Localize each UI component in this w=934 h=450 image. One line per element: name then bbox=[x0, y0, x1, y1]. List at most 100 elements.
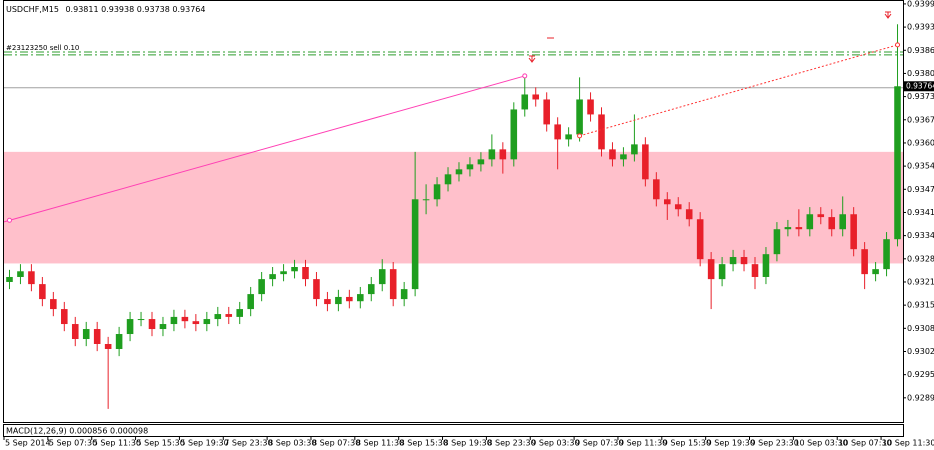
candle-body bbox=[17, 271, 24, 277]
candle-body bbox=[565, 134, 572, 140]
candle-body bbox=[784, 227, 792, 230]
candle-body bbox=[663, 199, 671, 205]
candle-body bbox=[707, 259, 715, 280]
trendline bbox=[3, 75, 525, 223]
trendline-handle bbox=[6, 217, 12, 223]
candle-body bbox=[598, 114, 605, 150]
candle-body bbox=[357, 294, 364, 302]
candle-body bbox=[137, 319, 145, 321]
candle-body bbox=[773, 229, 781, 255]
candle-body bbox=[324, 299, 331, 305]
plot-area bbox=[3, 24, 903, 409]
x-tick-label: 9 Sep 19:30 bbox=[707, 439, 755, 448]
candle-body bbox=[740, 257, 748, 265]
candle-body bbox=[609, 149, 616, 160]
candle-body bbox=[28, 271, 35, 285]
candle-body bbox=[39, 284, 46, 300]
x-tick-label: 8 Sep 15:30 bbox=[400, 439, 448, 448]
candle-body bbox=[729, 257, 737, 265]
x-tick-label: 5 Sep 11:30 bbox=[93, 439, 141, 448]
candle-body bbox=[532, 94, 540, 100]
candle-body bbox=[269, 274, 276, 280]
candle-body bbox=[872, 269, 879, 275]
y-tick-label: 0.93085 bbox=[907, 324, 934, 333]
x-tick-label: 8 Sep 07:30 bbox=[312, 439, 360, 448]
candle-body bbox=[335, 296, 342, 305]
main-frame bbox=[3, 0, 904, 423]
candle-body bbox=[367, 284, 375, 295]
candle-body bbox=[225, 314, 233, 317]
candle-body bbox=[861, 249, 868, 275]
candle-body bbox=[685, 209, 693, 220]
current-price-box bbox=[904, 81, 934, 92]
candle-body bbox=[313, 279, 320, 300]
x-tick-label: 8 Sep 19:30 bbox=[444, 439, 492, 448]
candle-body bbox=[93, 329, 101, 345]
y-tick-label: 0.93605 bbox=[907, 138, 934, 147]
high-value: 0.93938 bbox=[101, 5, 134, 14]
x-tick-label: 9 Sep 23:30 bbox=[751, 439, 799, 448]
candle-body bbox=[587, 99, 594, 115]
candle-body bbox=[696, 219, 704, 260]
x-tick-label: 5 Sep 07:30 bbox=[49, 439, 97, 448]
candle-body bbox=[839, 214, 846, 230]
order-label: #23123250 sell 0.10 bbox=[6, 44, 79, 52]
symbol: USDCHF,M15 bbox=[6, 5, 59, 14]
candle-body bbox=[894, 86, 901, 240]
x-tick-label: 9 Sep 03:30 bbox=[531, 439, 579, 448]
candle-body bbox=[291, 267, 298, 272]
x-tick-label: 8 Sep 03:30 bbox=[268, 439, 316, 448]
candle-body bbox=[620, 154, 627, 160]
sell-arrow bbox=[528, 55, 536, 63]
candle-body bbox=[444, 174, 452, 185]
candle-body bbox=[883, 239, 890, 270]
open-value: 0.93811 bbox=[65, 5, 98, 14]
x-tick-label: 5 Sep 19:30 bbox=[180, 439, 228, 448]
y-tick-label: 0.93865 bbox=[907, 46, 934, 55]
candle-body bbox=[159, 324, 167, 330]
candle-body bbox=[71, 324, 79, 340]
candle-body bbox=[378, 269, 386, 285]
candle-body bbox=[718, 264, 726, 280]
trendline bbox=[579, 44, 898, 137]
trendline-handle bbox=[577, 133, 583, 139]
x-tick-label: 5 Sep 2014 bbox=[5, 439, 51, 448]
candle-body bbox=[389, 269, 397, 300]
candle-body bbox=[214, 314, 222, 320]
candle-body bbox=[203, 319, 211, 325]
candle-body bbox=[61, 309, 68, 325]
x-tick-label: 10 Sep 11:30 bbox=[882, 439, 934, 448]
trendline-handle bbox=[895, 42, 901, 48]
y-tick-label: 0.93475 bbox=[907, 185, 934, 194]
y-tick-label: 0.93735 bbox=[907, 92, 934, 101]
zone bbox=[4, 151, 903, 264]
x-tick-label: 9 Sep 15:30 bbox=[663, 439, 711, 448]
candle-body bbox=[115, 334, 123, 349]
x-tick-label: 9 Sep 07:30 bbox=[575, 439, 623, 448]
x-tick-label: 10 Sep 03:30 bbox=[794, 439, 847, 448]
candle-body bbox=[236, 309, 244, 317]
y-tick-label: 0.93995 bbox=[907, 0, 934, 8]
candle-body bbox=[543, 99, 550, 125]
close-value: 0.93764 bbox=[172, 5, 205, 14]
candle-body bbox=[488, 149, 496, 160]
candle-body bbox=[466, 164, 474, 170]
candle-body bbox=[817, 214, 825, 218]
candle-body bbox=[258, 279, 265, 295]
candle-body bbox=[6, 276, 13, 282]
candle-body bbox=[642, 144, 649, 180]
candle-body bbox=[50, 299, 57, 310]
candle-body bbox=[631, 144, 638, 155]
candle-body bbox=[510, 109, 518, 160]
candle-body bbox=[751, 264, 759, 277]
x-tick-label: 8 Sep 11:30 bbox=[356, 439, 404, 448]
current-price-label: 0.93764 bbox=[906, 81, 934, 90]
candle-body bbox=[302, 267, 309, 280]
y-tick-label: 0.93345 bbox=[907, 231, 934, 240]
